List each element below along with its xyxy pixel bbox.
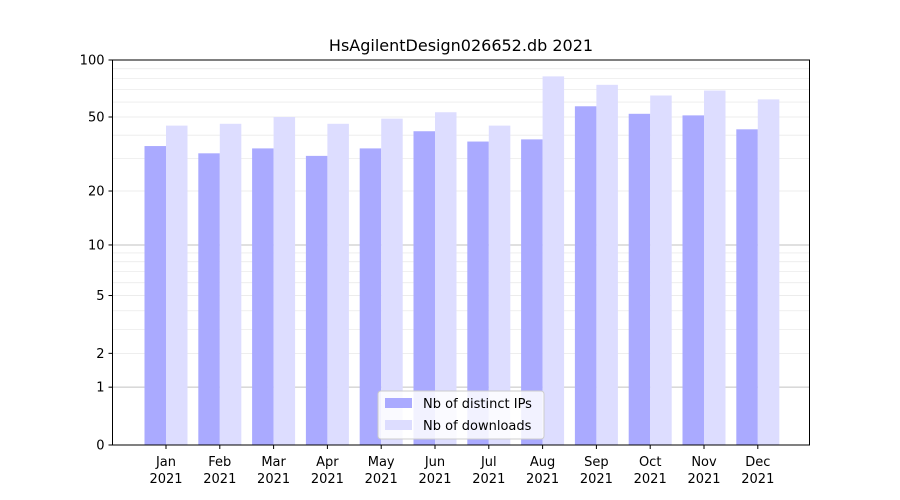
bar-downloads-apr	[327, 123, 349, 446]
bar-downloads-dec	[757, 99, 780, 446]
bar-downloads-jun	[435, 112, 457, 445]
x-tick-label-year: 2021	[580, 472, 613, 487]
x-tick-label-month: Sep	[584, 455, 609, 470]
x-tick-label-month: Jun	[424, 455, 445, 470]
chart-title: HsAgilentDesign026652.db 2021	[329, 36, 593, 55]
bar-distinct-ips-nov	[682, 115, 704, 445]
x-tick-label-month: May	[368, 455, 395, 470]
y-tick-label: 5	[96, 289, 104, 304]
x-tick-label-month: Jan	[155, 455, 176, 470]
x-tick-label-month: Apr	[316, 455, 339, 470]
bar-distinct-ips-mar	[252, 148, 274, 445]
bar-distinct-ips-jul	[467, 141, 489, 446]
bar-distinct-ips-feb	[198, 153, 220, 446]
bar-distinct-ips-may	[359, 148, 382, 445]
y-tick-label: 0	[96, 439, 104, 454]
y-tick-label: 1	[96, 381, 104, 396]
x-tick-label-year: 2021	[472, 472, 505, 487]
bar-distinct-ips-oct	[628, 113, 651, 445]
x-tick-label-month: Oct	[639, 455, 661, 470]
y-tick-label: 10	[88, 238, 105, 253]
bar-downloads-nov	[704, 90, 726, 445]
x-tick-label-month: Dec	[745, 455, 770, 470]
x-tick-label-year: 2021	[687, 472, 720, 487]
bar-downloads-may	[381, 118, 403, 445]
bar-downloads-feb	[219, 123, 242, 446]
x-tick-label-year: 2021	[418, 472, 451, 487]
bar-downloads-mar	[273, 117, 296, 446]
y-tick-label: 2	[96, 347, 104, 362]
y-tick-label: 50	[88, 111, 105, 126]
x-tick-label-year: 2021	[526, 472, 559, 487]
bar-downloads-aug	[542, 76, 565, 445]
y-tick-label: 100	[80, 54, 105, 69]
x-tick-label-year: 2021	[203, 472, 236, 487]
x-tick-label-year: 2021	[257, 472, 290, 487]
bar-distinct-ips-jan	[144, 146, 166, 446]
x-tick-label-month: Jul	[480, 455, 497, 470]
legend-label-distinct-ips: Nb of distinct IPs	[423, 397, 532, 412]
y-tick-label: 20	[88, 185, 105, 200]
bar-downloads-jul	[488, 125, 511, 445]
x-tick-label-month: Feb	[208, 455, 231, 470]
x-tick-label-year: 2021	[741, 472, 774, 487]
x-tick-label-year: 2021	[634, 472, 667, 487]
bar-downloads-sep	[596, 84, 618, 446]
bar-downloads-jan	[166, 125, 188, 445]
bar-distinct-ips-jun	[413, 131, 435, 445]
bar-distinct-ips-sep	[574, 106, 597, 445]
x-axis: Jan 2021 Feb 2021 Mar 2021 Apr 2021 May 2021 Jun 20…	[149, 445, 774, 487]
plot-frame	[112, 59, 810, 446]
legend: Nb of distinct IPs Nb of downloads	[377, 390, 545, 440]
x-tick-label-year: 2021	[149, 472, 182, 487]
x-tick-label-year: 2021	[365, 472, 398, 487]
bars	[144, 76, 780, 446]
legend-swatch-downloads	[385, 420, 412, 430]
x-tick-label-month: Mar	[261, 455, 286, 470]
bar-distinct-ips-aug	[521, 139, 543, 445]
legend-label-downloads: Nb of downloads	[423, 419, 532, 434]
legend-swatch-distinct-ips	[385, 398, 412, 408]
x-tick-label-month: Nov	[691, 455, 717, 470]
x-tick-label-month: Aug	[530, 455, 555, 470]
bar-distinct-ips-dec	[736, 129, 758, 445]
legend-box	[377, 390, 545, 440]
x-tick-label-year: 2021	[311, 472, 344, 487]
bar-downloads-oct	[650, 95, 672, 445]
bar-distinct-ips-apr	[305, 155, 328, 446]
y-axis: 0 1 2 5 10 20 50 100	[80, 54, 113, 454]
